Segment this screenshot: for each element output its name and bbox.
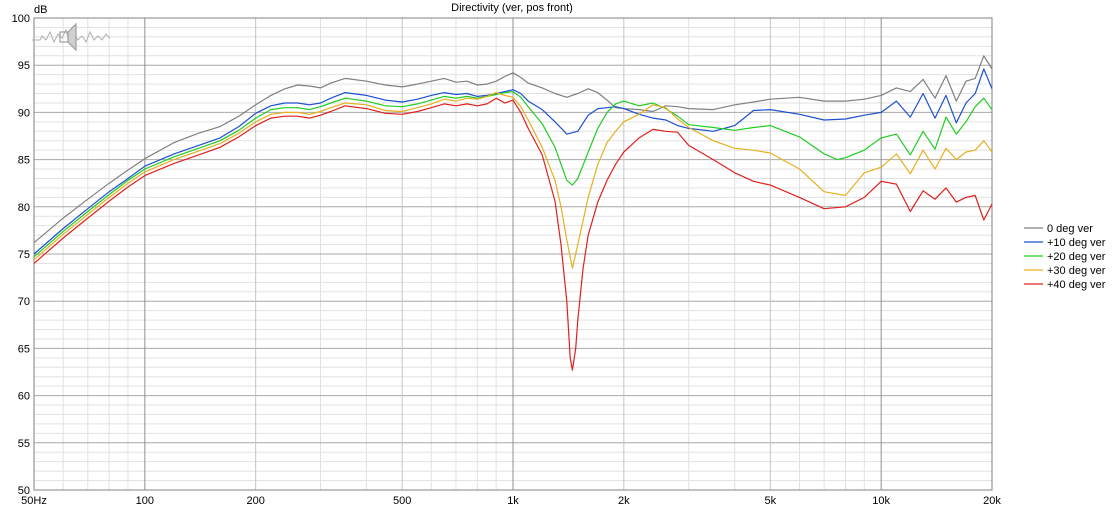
- y-axis: 50 55 60 65 70 75 80 85 90 95 100: [12, 13, 30, 497]
- series-line-0: [33, 55, 993, 244]
- x-tick-label: 100: [136, 495, 154, 507]
- y-tick-label: 80: [18, 202, 30, 214]
- x-tick-label: 50Hz: [21, 495, 47, 507]
- x-tick-label: 5k: [765, 495, 777, 507]
- series-line-3: [33, 92, 993, 269]
- series-lines: [33, 55, 993, 371]
- legend-label: +20 deg ver: [1047, 251, 1106, 263]
- legend-label: 0 deg ver: [1047, 223, 1093, 235]
- y-tick-label: 50: [18, 485, 30, 497]
- series-line-1: [33, 68, 993, 255]
- y-tick-label: 100: [12, 13, 30, 25]
- x-tick-label: 500: [393, 495, 411, 507]
- speaker-icon: [32, 22, 111, 52]
- x-tick-label: 10k: [872, 495, 890, 507]
- y-tick-label: 55: [18, 438, 30, 450]
- y-tick-label: 85: [18, 155, 30, 167]
- legend-label: +30 deg ver: [1047, 265, 1106, 277]
- x-tick-label: 1k: [507, 495, 519, 507]
- chart-title: Directivity (ver, pos front): [451, 2, 573, 14]
- y-tick-label: 75: [18, 249, 30, 261]
- y-tick-label: 60: [18, 391, 30, 403]
- y-tick-label: 90: [18, 107, 30, 119]
- legend-label: +10 deg ver: [1047, 237, 1106, 249]
- x-tick-label: 20k: [983, 495, 1001, 507]
- legend-label: +40 deg ver: [1047, 279, 1106, 291]
- y-axis-label: dB: [34, 4, 47, 16]
- series-line-4: [33, 97, 993, 371]
- y-tick-label: 65: [18, 343, 30, 355]
- x-axis: 50Hz 100 200 500 1k 2k 5k 10k 20k: [21, 495, 1001, 507]
- x-tick-label: 200: [246, 495, 264, 507]
- y-tick-label: 95: [18, 60, 30, 72]
- y-tick-label: 70: [18, 296, 30, 308]
- series-line-2: [33, 91, 993, 258]
- legend: 0 deg ver +10 deg ver +20 deg ver +30 deg v…: [1024, 223, 1106, 291]
- x-tick-label: 2k: [618, 495, 630, 507]
